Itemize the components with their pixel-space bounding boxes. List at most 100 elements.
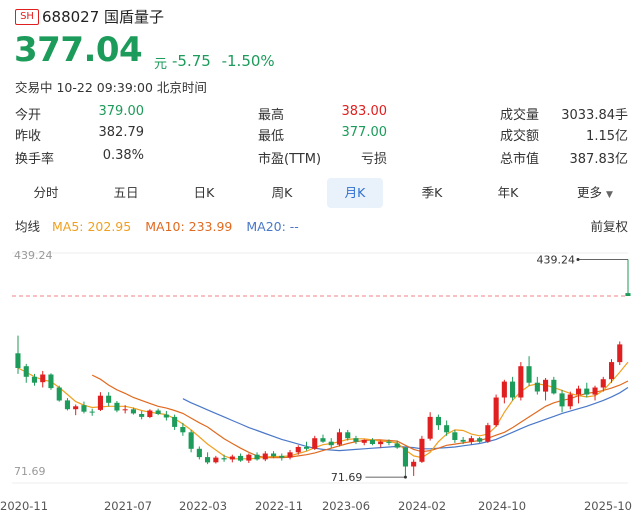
candle-body bbox=[238, 455, 244, 461]
candle-body bbox=[501, 381, 507, 398]
ma10-value: MA10: 233.99 bbox=[145, 219, 233, 234]
quote-label: 最低 bbox=[258, 129, 285, 144]
candle-body bbox=[48, 374, 54, 389]
quote-value: 379.00 bbox=[98, 104, 145, 119]
candle-body bbox=[246, 454, 252, 461]
candle-body bbox=[304, 447, 310, 449]
candle-body bbox=[271, 453, 277, 457]
y-axis-bottom-label: 71.69 bbox=[14, 465, 46, 478]
tab-more-label: 更多 bbox=[577, 185, 603, 200]
candle-body bbox=[609, 362, 615, 380]
candle-body bbox=[147, 410, 153, 417]
candle-body bbox=[122, 409, 128, 411]
candle-body bbox=[427, 416, 433, 439]
candle-body bbox=[369, 439, 375, 444]
candle-body bbox=[40, 374, 46, 383]
candle-body bbox=[402, 447, 408, 467]
candle-body bbox=[526, 366, 532, 383]
candle-body bbox=[345, 432, 351, 439]
quote-label: 最高 bbox=[258, 108, 285, 123]
stock-code: 688027 bbox=[42, 8, 100, 26]
candle-body bbox=[279, 455, 285, 458]
candle-body bbox=[543, 379, 549, 392]
monthly-k-chart[interactable]: 439.24 71.69 439.24 71.69 2020-11 2021-07 2022… bbox=[0, 238, 640, 521]
price-unit: 元 bbox=[154, 57, 168, 72]
tab-daily-k[interactable]: 日K bbox=[193, 185, 215, 200]
quote-label: 成交额 bbox=[500, 129, 540, 144]
ma10-line bbox=[91, 374, 629, 459]
tab-weekly-k[interactable]: 周K bbox=[271, 185, 293, 200]
x-axis-label: 2024-10 bbox=[478, 499, 526, 513]
quote-label: 今开 bbox=[15, 108, 42, 123]
tab-intraday[interactable]: 分时 bbox=[33, 185, 59, 200]
quote-value: 1.15亿 bbox=[586, 129, 628, 144]
candle-body bbox=[139, 414, 145, 417]
tab-yearly-k[interactable]: 年K bbox=[497, 185, 519, 200]
y-axis-top-label: 439.24 bbox=[14, 249, 53, 262]
candle-body bbox=[567, 394, 573, 407]
candle-body bbox=[106, 395, 112, 403]
candle-body bbox=[617, 344, 623, 363]
ma20-value: MA20: -- bbox=[246, 219, 299, 234]
candle-body bbox=[576, 388, 582, 395]
change-amount: -5.75 bbox=[172, 52, 211, 70]
candle-body bbox=[444, 425, 450, 433]
candle-body bbox=[452, 432, 458, 440]
candle-body bbox=[73, 406, 79, 410]
candle-body bbox=[295, 447, 301, 453]
ma5-line bbox=[17, 361, 629, 460]
candle-body bbox=[155, 410, 161, 414]
candle-body bbox=[254, 454, 260, 460]
candle-body bbox=[262, 453, 268, 460]
candle-body bbox=[435, 416, 441, 426]
current-price: 377.04 bbox=[14, 30, 143, 70]
candle-body bbox=[468, 438, 474, 442]
quote-label: 成交量 bbox=[500, 108, 540, 123]
candle-body bbox=[312, 438, 318, 449]
change-percent: -1.50% bbox=[221, 52, 275, 70]
candle-body bbox=[188, 432, 194, 449]
candle-body bbox=[411, 461, 417, 467]
candle-body bbox=[180, 427, 186, 433]
quote-label: 总市值 bbox=[500, 152, 540, 167]
candle-body bbox=[31, 376, 37, 383]
candle-body bbox=[56, 387, 62, 401]
max-annotation-label: 439.24 bbox=[537, 253, 576, 266]
candle-body bbox=[361, 439, 367, 443]
quote-value: 377.00 bbox=[341, 125, 388, 140]
candle-body bbox=[378, 441, 384, 445]
quote-label: 市盈(TTM) bbox=[258, 152, 322, 167]
x-axis-label: 2022-11 bbox=[255, 499, 303, 513]
candle-body bbox=[15, 353, 21, 368]
trading-status: 交易中 10-22 09:39:00 北京时间 bbox=[15, 80, 207, 95]
tab-monthly-k[interactable]: 月K bbox=[327, 178, 383, 208]
x-axis-label: 2024-02 bbox=[398, 499, 446, 513]
candle-body bbox=[625, 293, 631, 296]
period-tabs: 分时 五日 日K 周K 月K 季K 年K 更多 ▼ bbox=[0, 178, 640, 208]
candle-body bbox=[485, 425, 491, 442]
x-axis-label: 2021-07 bbox=[104, 499, 152, 513]
tab-five-day[interactable]: 五日 bbox=[113, 185, 139, 200]
candle-body bbox=[477, 438, 483, 442]
candle-body bbox=[518, 366, 524, 398]
candle-body bbox=[97, 395, 103, 410]
min-annotation-label: 71.69 bbox=[331, 471, 363, 484]
candle-body bbox=[336, 432, 342, 445]
quote-value: 383.00 bbox=[341, 104, 388, 119]
price-adjust-selector[interactable]: 前复权 bbox=[590, 219, 628, 234]
chevron-down-icon: ▼ bbox=[606, 190, 613, 200]
quote-label: 换手率 bbox=[15, 152, 55, 167]
candle-body bbox=[81, 405, 87, 412]
candle-body bbox=[551, 379, 557, 394]
candle-body bbox=[592, 387, 598, 395]
tab-more[interactable]: 更多 ▼ bbox=[560, 178, 630, 208]
quote-value: 3033.84手 bbox=[561, 108, 628, 123]
price-change: -5.75 -1.50% bbox=[172, 52, 275, 70]
quote-value: 387.83亿 bbox=[569, 152, 629, 167]
tab-quarterly-k[interactable]: 季K bbox=[421, 185, 443, 200]
exchange-badge: SH bbox=[15, 9, 39, 25]
candle-body bbox=[213, 457, 219, 463]
candle-body bbox=[559, 393, 565, 407]
candle-body bbox=[600, 379, 606, 388]
candle-body bbox=[130, 409, 136, 414]
